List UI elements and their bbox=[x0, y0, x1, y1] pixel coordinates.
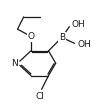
Text: B: B bbox=[59, 33, 65, 42]
Text: OH: OH bbox=[77, 40, 91, 49]
Text: OH: OH bbox=[71, 20, 85, 29]
Text: Cl: Cl bbox=[36, 92, 45, 101]
Text: N: N bbox=[11, 59, 18, 68]
Text: O: O bbox=[27, 32, 34, 41]
